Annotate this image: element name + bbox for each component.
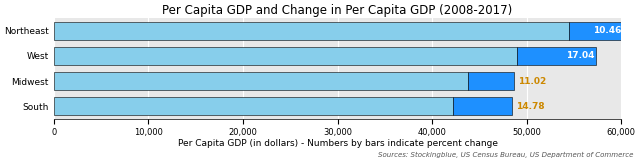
Bar [468, 72, 514, 90]
Title: Per Capita GDP and Change in Per Capita GDP (2008-2017): Per Capita GDP and Change in Per Capita … [163, 4, 513, 17]
Text: 10.46: 10.46 [593, 26, 621, 35]
Bar [517, 47, 596, 65]
Text: 11.02: 11.02 [518, 77, 546, 86]
Text: 14.78: 14.78 [516, 102, 545, 111]
Bar [54, 47, 517, 65]
Text: Sources: Stockingblue, US Census Bureau, US Department of Commerce: Sources: Stockingblue, US Census Bureau,… [378, 152, 634, 158]
Bar [54, 72, 468, 90]
Bar [570, 22, 623, 40]
Bar [453, 97, 512, 115]
Bar [54, 22, 570, 40]
Bar [54, 97, 453, 115]
Text: 17.04: 17.04 [566, 52, 595, 60]
X-axis label: Per Capita GDP (in dollars) - Numbers by bars indicate percent change: Per Capita GDP (in dollars) - Numbers by… [177, 139, 497, 148]
